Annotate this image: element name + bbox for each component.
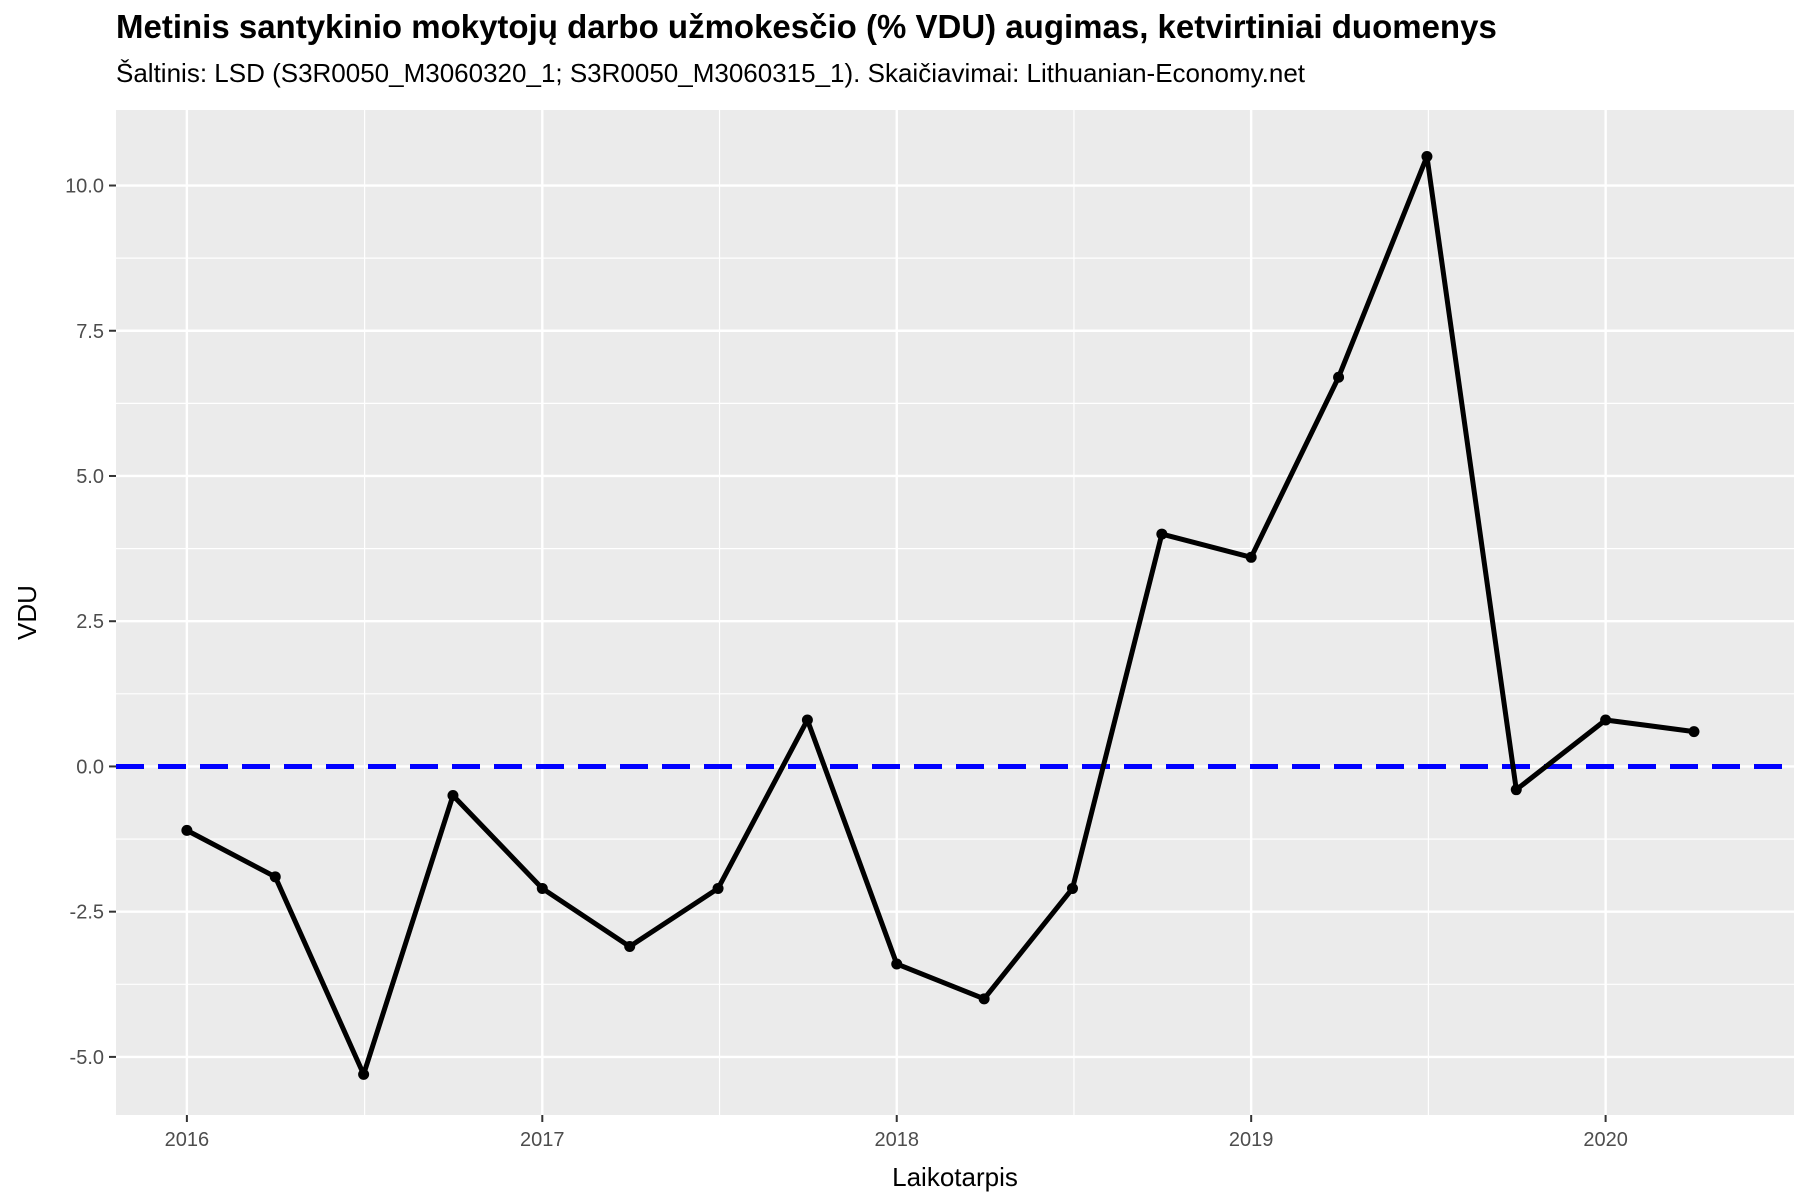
x-tick-label: 2016	[165, 1129, 210, 1151]
data-point	[447, 789, 459, 801]
y-tick-label: 0.0	[76, 756, 104, 778]
chart-title: Metinis santykinio mokytojų darbo užmoke…	[116, 8, 1497, 45]
data-point	[1156, 528, 1168, 540]
data-point	[358, 1068, 370, 1080]
data-point	[1333, 371, 1345, 383]
y-axis-ticks: -5.0 -2.5 0.0 2.5 5.0 7.5 10.0	[65, 176, 116, 1069]
data-point	[1600, 714, 1612, 726]
y-tick-label: -5.0	[70, 1047, 104, 1069]
minor-gridlines	[116, 110, 1794, 1115]
data-point	[269, 871, 281, 883]
x-tick-label: 2018	[874, 1129, 919, 1151]
x-tick-label: 2019	[1229, 1129, 1274, 1151]
x-tick-label: 2020	[1583, 1129, 1628, 1151]
data-point	[1421, 150, 1433, 162]
x-axis-ticks: 2016 2017 2018 2019 2020	[165, 1115, 1628, 1151]
data-point	[1066, 882, 1078, 894]
y-tick-label: 7.5	[76, 321, 104, 343]
x-tick-label: 2017	[520, 1129, 565, 1151]
data-point	[801, 714, 813, 726]
y-tick-label: -2.5	[70, 902, 104, 924]
chart-subtitle: Šaltinis: LSD (S3R0050_M3060320_1; S3R00…	[116, 58, 1306, 88]
data-point	[1245, 551, 1257, 563]
data-point	[1510, 784, 1522, 796]
data-point	[712, 882, 724, 894]
data-point	[181, 824, 193, 836]
y-axis-title: VDU	[12, 585, 42, 640]
x-axis-title: Laikotarpis	[892, 1162, 1018, 1192]
data-point	[978, 993, 990, 1005]
data-point	[536, 882, 548, 894]
series-line	[185, 153, 1695, 1077]
data-point	[891, 958, 903, 970]
y-tick-label: 5.0	[76, 466, 104, 488]
data-point	[1688, 726, 1700, 738]
plot-panel	[116, 110, 1794, 1115]
data-point	[624, 941, 636, 953]
data-points	[181, 150, 1700, 1080]
y-tick-label: 10.0	[65, 176, 104, 198]
y-tick-label: 2.5	[76, 611, 104, 633]
